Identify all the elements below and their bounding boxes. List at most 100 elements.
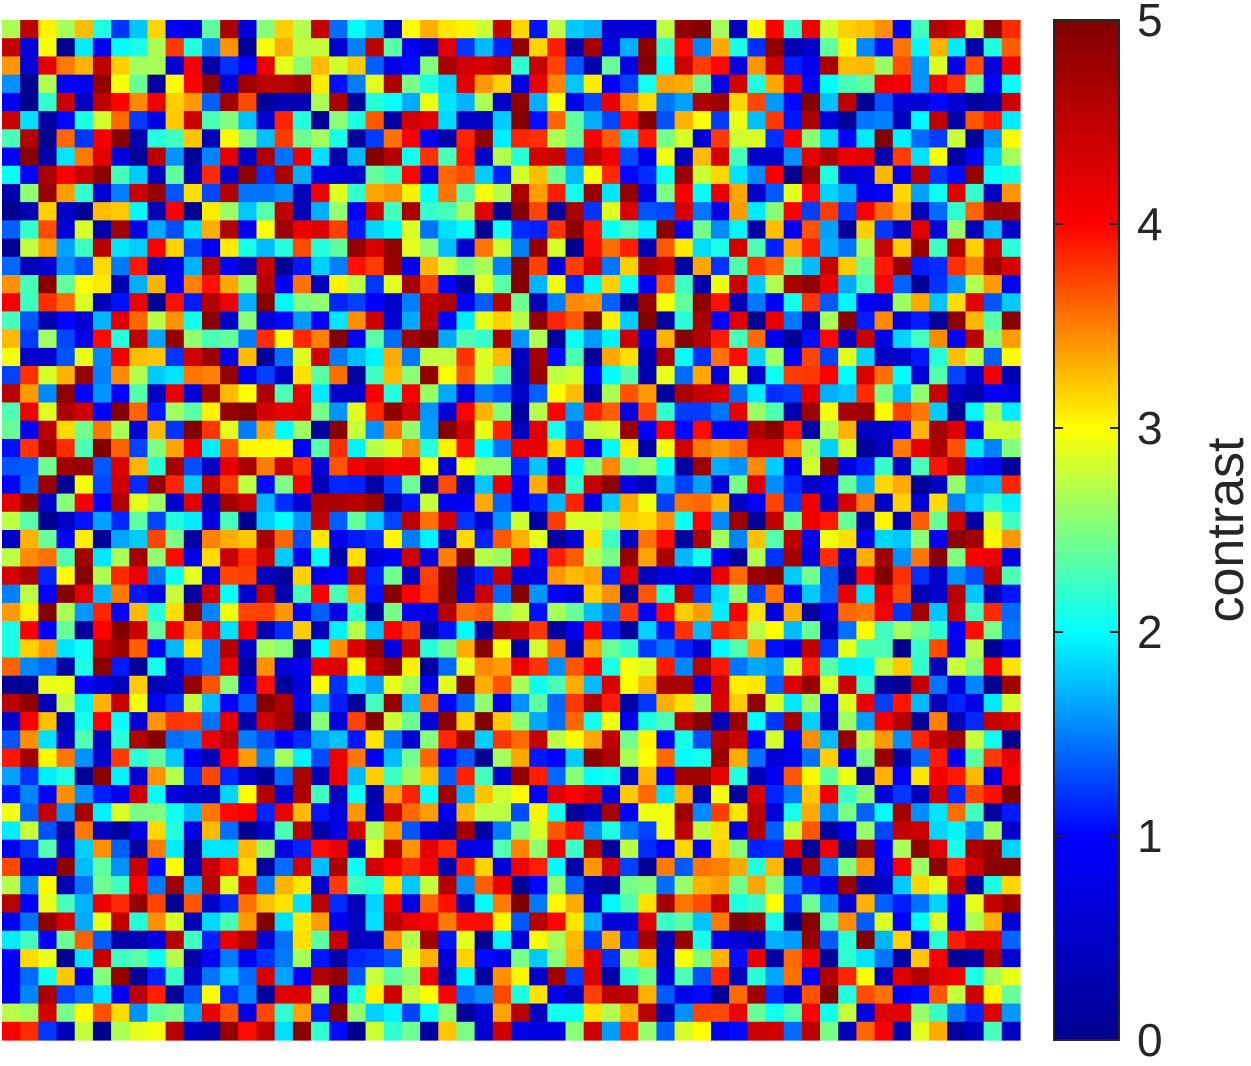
heatmap-cell	[56, 730, 76, 750]
heatmap-cell	[656, 147, 676, 167]
heatmap-cell	[656, 730, 676, 750]
heatmap-cell	[565, 985, 585, 1005]
heatmap-cell	[529, 530, 548, 549]
heatmap-cell	[201, 183, 221, 203]
heatmap-cell	[601, 748, 621, 768]
heatmap-cell	[438, 530, 458, 549]
heatmap-cell	[801, 602, 821, 622]
heatmap-cell	[20, 438, 39, 458]
heatmap-cell	[201, 821, 221, 841]
heatmap-cell	[747, 930, 767, 950]
heatmap-cell	[74, 402, 94, 422]
heatmap-cell	[656, 675, 676, 695]
heatmap-cell	[56, 511, 76, 531]
heatmap-cell	[874, 311, 894, 331]
heatmap-cell	[383, 530, 403, 549]
heatmap-cell	[747, 183, 767, 203]
heatmap-cell	[474, 985, 494, 1005]
heatmap-cell	[765, 1021, 785, 1041]
heatmap-cell	[311, 311, 330, 331]
heatmap-cell	[147, 92, 167, 112]
heatmap-cell	[511, 930, 530, 950]
heatmap-cell	[274, 329, 294, 349]
heatmap-cell	[656, 1003, 676, 1023]
heatmap-cell	[201, 894, 221, 914]
heatmap-cell	[401, 876, 421, 895]
heatmap-cell	[92, 165, 112, 185]
heatmap-cell	[983, 457, 1003, 476]
heatmap-cell	[329, 220, 348, 240]
heatmap-cell	[2, 894, 21, 914]
heatmap-cell	[656, 967, 676, 986]
heatmap-cell	[401, 803, 421, 823]
heatmap-cell	[111, 38, 130, 58]
heatmap-cell	[2, 183, 21, 203]
heatmap-cell	[147, 584, 167, 604]
heatmap-cell	[438, 20, 458, 39]
heatmap-cell	[383, 457, 403, 476]
heatmap-cell	[274, 183, 294, 203]
heatmap-cell	[765, 238, 785, 258]
heatmap-cell	[420, 74, 439, 94]
heatmap-cell	[620, 366, 639, 385]
heatmap-cell	[710, 111, 730, 130]
heatmap-cell	[238, 530, 258, 549]
heatmap-cell	[147, 129, 167, 149]
heatmap-cell	[92, 766, 112, 786]
heatmap-cell	[438, 948, 458, 968]
heatmap-cell	[201, 20, 221, 39]
heatmap-cell	[111, 821, 130, 841]
heatmap-cell	[474, 639, 494, 659]
heatmap-cell	[820, 803, 839, 823]
heatmap-cell	[529, 129, 548, 149]
heatmap-cell	[601, 584, 621, 604]
heatmap-cell	[111, 92, 130, 112]
heatmap-cell	[256, 967, 276, 986]
heatmap-cell	[401, 584, 421, 604]
heatmap-cell	[492, 111, 512, 130]
heatmap-cell	[56, 621, 76, 640]
heatmap-cell	[620, 220, 639, 240]
heatmap-cell	[547, 876, 567, 895]
heatmap-cell	[165, 493, 185, 513]
heatmap-cell	[20, 912, 39, 932]
heatmap-cell	[929, 384, 948, 404]
heatmap-cell	[456, 566, 476, 586]
heatmap-cell	[710, 493, 730, 513]
heatmap-cell	[565, 548, 585, 568]
heatmap-cell	[838, 92, 857, 112]
heatmap-cell	[620, 111, 639, 130]
heatmap-cell	[583, 621, 603, 640]
heatmap-cell	[765, 493, 785, 513]
heatmap-cell	[947, 129, 967, 149]
heatmap-cell	[638, 256, 658, 276]
heatmap-cell	[547, 602, 567, 622]
heatmap-cell	[329, 183, 348, 203]
heatmap-cell	[874, 930, 894, 950]
heatmap-cell	[874, 857, 894, 877]
heatmap-cell	[238, 511, 258, 531]
heatmap-cell	[674, 548, 694, 568]
heatmap-cell	[329, 256, 348, 276]
heatmap-cell	[1001, 621, 1021, 640]
heatmap-cell	[2, 311, 21, 331]
heatmap-cell	[601, 347, 621, 367]
heatmap-cell	[656, 511, 676, 531]
heatmap-cell	[692, 985, 712, 1005]
heatmap-cell	[347, 803, 367, 823]
heatmap-cell	[111, 129, 130, 149]
heatmap-cell	[674, 293, 694, 313]
heatmap-cell	[92, 712, 112, 731]
heatmap-cell	[492, 657, 512, 677]
heatmap-cell	[910, 821, 930, 841]
heatmap-cell	[910, 92, 930, 112]
heatmap-cell	[129, 20, 149, 39]
heatmap-cell	[910, 202, 930, 221]
heatmap-cell	[692, 1003, 712, 1023]
heatmap-cell	[56, 602, 76, 622]
heatmap-cell	[565, 730, 585, 750]
heatmap-cell	[347, 129, 367, 149]
heatmap-cell	[929, 857, 948, 877]
heatmap-cell	[783, 621, 803, 640]
heatmap-cell	[910, 930, 930, 950]
